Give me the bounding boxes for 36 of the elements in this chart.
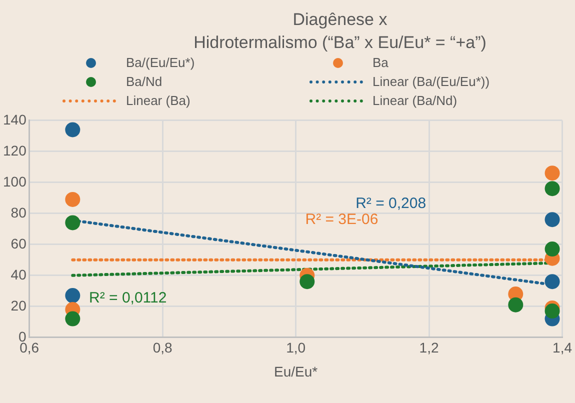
point bbox=[544, 166, 560, 181]
x-tick-label: 1,4 bbox=[552, 340, 572, 356]
point bbox=[508, 297, 524, 312]
point bbox=[544, 274, 560, 290]
point bbox=[544, 242, 560, 257]
x-tick-label: 0,8 bbox=[152, 340, 173, 356]
legend-label: Linear (Ba/Nd) bbox=[372, 92, 458, 109]
point bbox=[65, 215, 80, 230]
y-tick-label: 80 bbox=[10, 204, 27, 220]
y-tick-label: 40 bbox=[10, 266, 27, 282]
legend-label: Linear (Ba) bbox=[126, 92, 190, 109]
annotation: R² = 0,0112 bbox=[89, 290, 167, 307]
point bbox=[544, 181, 560, 196]
point bbox=[544, 212, 560, 228]
point bbox=[544, 304, 560, 319]
legend-label: Ba/(Eu/Eu*) bbox=[126, 54, 195, 71]
y-tick-label: 0 bbox=[18, 328, 27, 344]
y-tick-label: 20 bbox=[10, 297, 27, 314]
x-tick-label: 1,2 bbox=[419, 340, 439, 356]
x-axis-title: Eu/Eu* bbox=[274, 363, 318, 380]
annotation: R² = 0,208 bbox=[356, 195, 426, 212]
y-tick-label: 100 bbox=[3, 173, 27, 190]
chart-title: Diagênese x Hidrotermalismo (“Ba” x Eu/Eu* = “+a”) bbox=[192, 9, 488, 54]
legend-label: Ba bbox=[372, 54, 388, 71]
point bbox=[65, 122, 80, 138]
y-tick-label: 60 bbox=[10, 235, 27, 252]
point bbox=[65, 288, 80, 304]
point bbox=[65, 311, 80, 326]
annotation: R² = 3E-06 bbox=[305, 211, 378, 228]
point bbox=[300, 274, 315, 290]
y-tick-label: 120 bbox=[3, 142, 27, 158]
point bbox=[65, 192, 80, 207]
x-tick-label: 1,0 bbox=[286, 340, 306, 356]
legend-label: Linear (Ba/(Eu/Eu*)) bbox=[372, 73, 490, 90]
y-tick-label: 140 bbox=[3, 111, 27, 128]
legend-label: Ba/Nd bbox=[126, 73, 162, 90]
